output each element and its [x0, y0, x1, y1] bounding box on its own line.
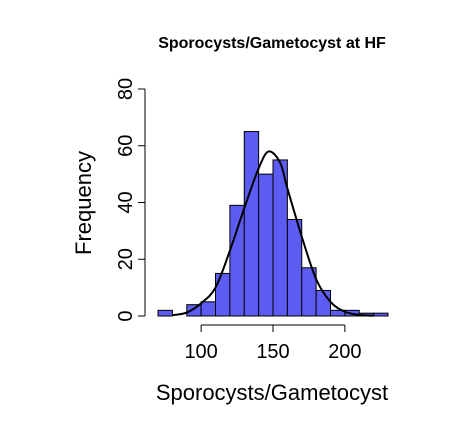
- y-tick-label: 80: [115, 78, 137, 100]
- histogram-bars: [157, 131, 389, 317]
- y-tick-label: 60: [115, 135, 137, 157]
- x-tick-label: 200: [328, 341, 361, 363]
- y-axis-label: Frequency: [71, 151, 96, 255]
- histogram-bar: [286, 219, 303, 317]
- x-axis: 100 150 200: [184, 324, 362, 363]
- x-tick-label: 150: [256, 341, 289, 363]
- histogram-bar: [258, 173, 274, 317]
- y-tick-label: 0: [115, 310, 137, 321]
- chart-title: Sporocysts/Gametocyst at HF: [158, 35, 386, 52]
- y-tick-label: 40: [115, 191, 137, 213]
- histogram-bar: [215, 272, 231, 317]
- histogram-bar: [186, 304, 202, 317]
- histogram-bar: [373, 312, 389, 317]
- density-curve: [172, 150, 374, 317]
- histogram-bar: [315, 289, 331, 317]
- x-tick-label: 100: [184, 341, 217, 363]
- y-tick-label: 20: [115, 248, 137, 270]
- histogram-bar: [200, 301, 216, 317]
- x-axis-label: Sporocysts/Gametocyst: [156, 380, 388, 405]
- histogram-bar: [157, 309, 173, 317]
- histogram-bar: [243, 131, 260, 317]
- histogram-bar: [229, 204, 245, 317]
- y-axis: 0 20 40 60 80: [115, 78, 146, 322]
